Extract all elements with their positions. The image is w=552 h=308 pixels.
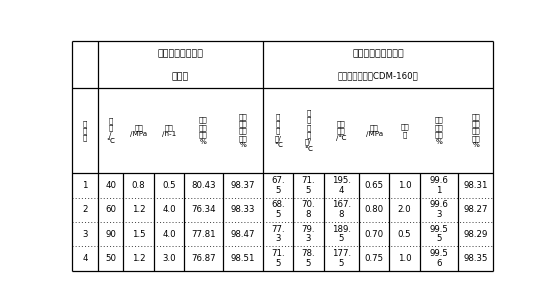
Text: 0.8: 0.8 xyxy=(132,181,146,190)
Text: 1.2: 1.2 xyxy=(132,205,146,214)
Text: 90: 90 xyxy=(105,229,116,239)
Text: 67.
5: 67. 5 xyxy=(271,176,285,195)
Text: 99.5
6: 99.5 6 xyxy=(429,249,448,268)
Text: 99.6
3: 99.6 3 xyxy=(429,201,448,219)
Text: 塔釜
温度
/℃: 塔釜 温度 /℃ xyxy=(336,120,347,141)
Text: 99.6
1: 99.6 1 xyxy=(429,176,448,195)
Text: 98.47: 98.47 xyxy=(230,229,255,239)
Text: 98.33: 98.33 xyxy=(230,205,255,214)
Text: 76.87: 76.87 xyxy=(191,254,216,263)
Text: 1.2: 1.2 xyxy=(132,254,146,263)
Text: 温
度
/
℃: 温 度 / ℃ xyxy=(107,117,115,144)
Text: 0.5: 0.5 xyxy=(398,229,411,239)
Text: 1.0: 1.0 xyxy=(398,181,411,190)
Text: 固定床反应器操作: 固定床反应器操作 xyxy=(157,50,203,59)
Text: 催化蒸馏塔操作条件: 催化蒸馏塔操作条件 xyxy=(352,49,404,58)
Text: 回流
比: 回流 比 xyxy=(400,124,409,138)
Text: 68.
5: 68. 5 xyxy=(271,201,285,219)
Text: 异丁
烯转
化率
%: 异丁 烯转 化率 % xyxy=(434,117,443,145)
Text: 2: 2 xyxy=(82,205,88,214)
Text: 塔
顶
温
度/
℃: 塔 顶 温 度/ ℃ xyxy=(274,113,282,148)
Text: 4.0: 4.0 xyxy=(162,205,176,214)
Text: 77.
3: 77. 3 xyxy=(271,225,285,243)
Text: 40: 40 xyxy=(105,181,116,190)
Text: 压力
/MPa: 压力 /MPa xyxy=(130,124,147,137)
Text: 3: 3 xyxy=(82,229,88,239)
Text: 77.81: 77.81 xyxy=(191,229,216,239)
Text: 二聚
异丁
烯选
择性
%: 二聚 异丁 烯选 择性 % xyxy=(471,113,480,148)
Text: 177.
5: 177. 5 xyxy=(332,249,351,268)
Text: 71.
5: 71. 5 xyxy=(271,249,285,268)
Text: 0.75: 0.75 xyxy=(364,254,384,263)
Text: 空速
/h-1: 空速 /h-1 xyxy=(162,124,176,137)
Text: 0.5: 0.5 xyxy=(162,181,176,190)
Text: 98.31: 98.31 xyxy=(464,181,488,190)
Text: 1: 1 xyxy=(82,181,88,190)
Text: 60: 60 xyxy=(105,205,116,214)
Text: 98.37: 98.37 xyxy=(230,181,255,190)
Text: 实
验
例: 实 验 例 xyxy=(83,120,87,141)
Text: 98.29: 98.29 xyxy=(464,229,488,239)
Text: 2.0: 2.0 xyxy=(398,205,411,214)
Text: 79.
3: 79. 3 xyxy=(301,225,315,243)
Text: 二聚
异丁
烯选
择性
%: 二聚 异丁 烯选 择性 % xyxy=(238,113,247,148)
Text: 异丁
烯转
化率
%: 异丁 烯转 化率 % xyxy=(199,117,208,145)
Text: 0.70: 0.70 xyxy=(364,229,384,239)
Text: （模块化催化剂CDM-160）: （模块化催化剂CDM-160） xyxy=(338,71,418,80)
Text: 0.65: 0.65 xyxy=(364,181,384,190)
Text: 71.
5: 71. 5 xyxy=(301,176,315,195)
Text: 4.0: 4.0 xyxy=(162,229,176,239)
Text: 1.0: 1.0 xyxy=(398,254,411,263)
Text: 98.27: 98.27 xyxy=(464,205,488,214)
Text: 98.35: 98.35 xyxy=(464,254,488,263)
Text: 80.43: 80.43 xyxy=(191,181,216,190)
Text: 50: 50 xyxy=(105,254,116,263)
Text: 189.
5: 189. 5 xyxy=(332,225,351,243)
Text: 压力
/MPa: 压力 /MPa xyxy=(365,124,383,137)
Text: 195.
4: 195. 4 xyxy=(332,176,351,195)
Text: 作条件: 作条件 xyxy=(172,72,189,81)
Text: 1.5: 1.5 xyxy=(132,229,146,239)
Text: 98.51: 98.51 xyxy=(230,254,255,263)
Text: 反
应
段
温
度/
℃: 反 应 段 温 度/ ℃ xyxy=(304,109,312,152)
Text: 70.
8: 70. 8 xyxy=(301,201,315,219)
Text: 3.0: 3.0 xyxy=(162,254,176,263)
Text: 167.
8: 167. 8 xyxy=(332,201,351,219)
Text: 99.5
5: 99.5 5 xyxy=(429,225,448,243)
Text: 0.80: 0.80 xyxy=(364,205,384,214)
Text: 76.34: 76.34 xyxy=(191,205,216,214)
Text: 78.
5: 78. 5 xyxy=(301,249,315,268)
Text: 4: 4 xyxy=(82,254,88,263)
